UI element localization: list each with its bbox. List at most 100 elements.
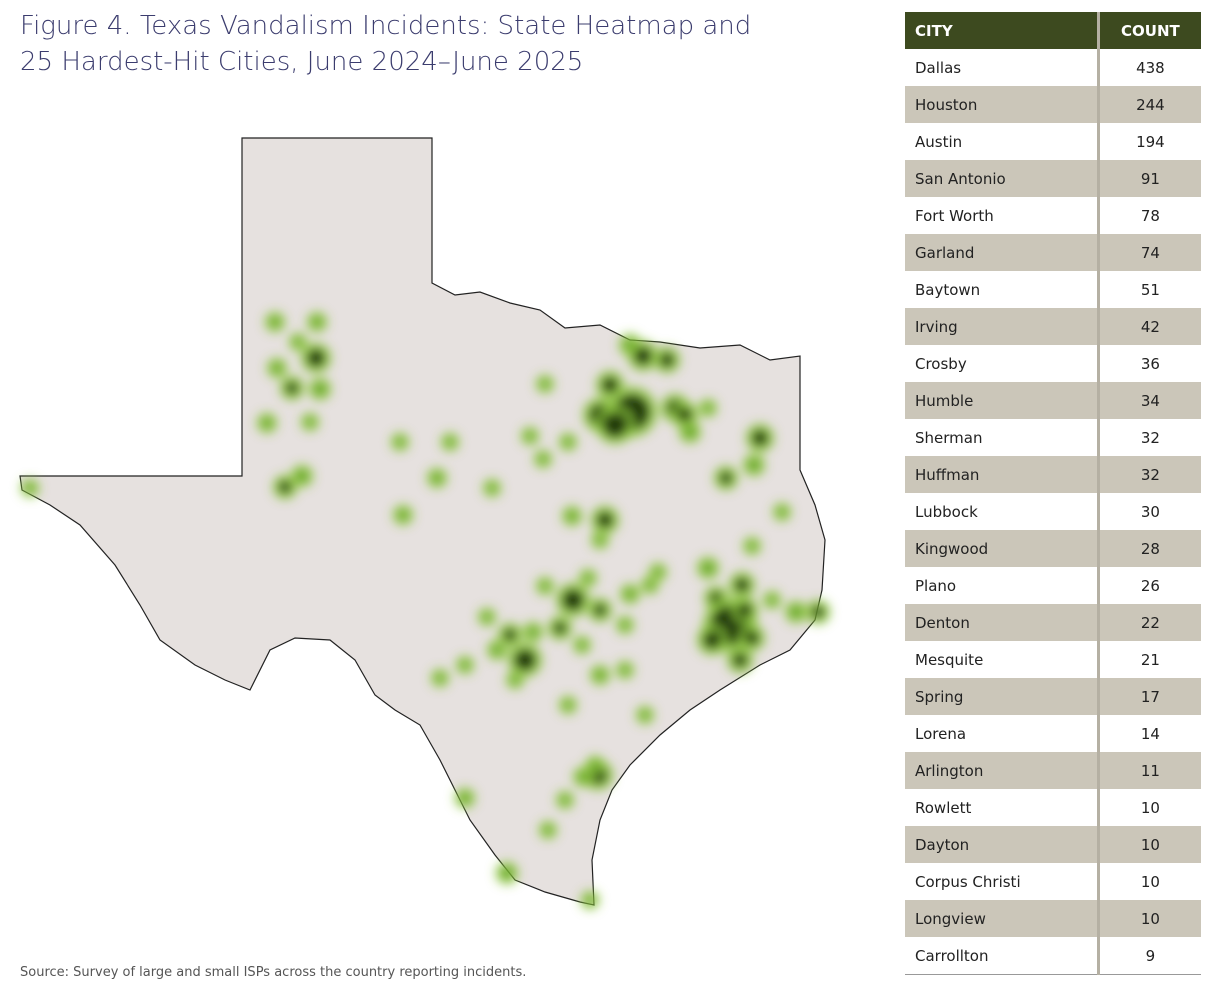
city-cell: Dayton [905,826,1099,863]
table-row: Humble 34 [905,382,1201,419]
city-cell: Longview [905,900,1099,937]
city-table: CITY COUNT Dallas 438 Houston 244 Austin 194 S… [905,12,1201,975]
heat-core [584,574,592,582]
table-row: Dayton 10 [905,826,1201,863]
count-cell: 194 [1096,123,1201,160]
heat-core [704,404,712,412]
city-cell: Dallas [915,58,962,77]
city-cell: Rowlett [915,798,972,817]
table-row: Kingwood 28 [905,530,1201,567]
heat-core [748,542,756,550]
heat-core [719,471,733,485]
texas-map [19,137,831,910]
count-cell: 34 [1096,382,1201,419]
heat-core [492,645,502,655]
city-cell: Garland [905,234,1099,271]
city-cell: Corpus Christi [915,872,1021,891]
table-row: Mesquite 21 [905,641,1201,678]
heat-core [553,621,567,635]
city-cell: Humble [905,382,1099,419]
heat-core [595,670,605,680]
heat-core [561,796,569,804]
table-row: Crosby 36 [905,345,1201,382]
column-header: CITY [905,12,1099,49]
city-cell: Baytown [915,280,981,299]
title: Figure 4. Texas Vandalism Incidents: Sta… [20,8,751,80]
count-cell: 42 [1096,308,1201,345]
table-row: Longview 10 [905,900,1201,937]
count-cell: 78 [1096,197,1201,234]
city-cell: San Antonio [905,160,1099,197]
heat-core [306,418,314,426]
heat-core [790,606,802,618]
heat-core [564,701,572,709]
heat-core [511,676,519,684]
heat-core [446,438,454,446]
city-cell: Huffman [905,456,1099,493]
heat-core [654,568,662,576]
source-note: Source: Survey of large and small ISPs a… [20,965,527,980]
count-cell: 10 [1096,863,1201,900]
count-cell: 10 [1096,900,1201,937]
heat-core [734,577,750,593]
heat-core [294,338,302,346]
heat-core [483,613,491,621]
count-cell: 11 [1096,752,1201,789]
heat-core [596,511,614,529]
city-cell: Kingwood [905,530,1099,567]
heat-core [432,473,442,483]
heat-core [684,426,696,438]
heat-core [625,589,635,599]
count-cell: 30 [1096,493,1201,530]
table-row: Houston 244 [905,86,1201,123]
heat-core [396,438,404,446]
city-cell: Houston [905,86,1099,123]
heat-core [593,603,607,617]
heat-core [262,418,272,428]
table-row: Dallas 438 [905,49,1201,86]
city-cell: Austin [915,132,963,151]
heat-core [646,581,654,589]
title-line: Figure 4. Texas Vandalism Incidents: Sta… [20,11,752,41]
table-row: San Antonio 91 [905,160,1201,197]
heat-core [398,510,408,520]
heat-core [270,317,280,327]
count-cell: 22 [1096,604,1201,641]
heat-core [544,826,552,834]
table-row: Rowlett 10 [905,789,1201,826]
heat-core [488,484,496,492]
count-cell: 21 [1096,641,1201,678]
heat-core [586,896,594,904]
heat-core [514,649,536,671]
heat-core [26,484,34,492]
city-cell: Spring [905,678,1099,715]
count-cell: 9 [1096,937,1201,975]
table-row: Plano 26 [905,567,1201,604]
city-cell: Crosby [915,354,967,373]
heat-core [541,380,549,388]
table-header: CITY COUNT [905,12,1201,49]
city-cell: Sherman [915,428,983,447]
count-cell: 28 [1096,530,1201,567]
city-cell: Fort Worth [915,206,994,225]
table-row: Lorena 14 [905,715,1201,752]
table-row: Denton 22 [905,604,1201,641]
count-cell: 51 [1096,271,1201,308]
heat-core [528,627,538,637]
city-cell: Arlington [905,752,1099,789]
heat-core [621,621,629,629]
heat-core [744,630,760,646]
count-cell: 10 [1096,789,1201,826]
heat-core [501,867,513,879]
count-cell: 74 [1096,234,1201,271]
heat-core [748,459,760,471]
heat-core [541,582,549,590]
texas-outline [19,137,826,906]
count-cell: 36 [1096,345,1201,382]
heat-core [296,470,308,482]
table-row: Corpus Christi 10 [905,863,1201,900]
table-row: Sherman 32 [905,419,1201,456]
table-row: Baytown 51 [905,271,1201,308]
count-cell: 32 [1096,419,1201,456]
